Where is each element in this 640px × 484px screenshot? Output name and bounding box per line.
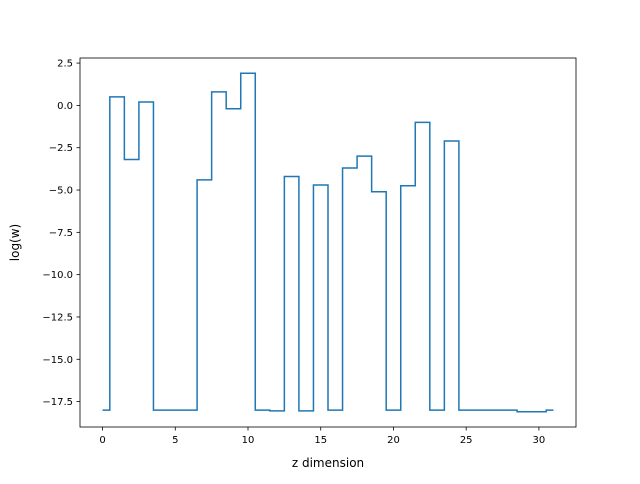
series-line — [102, 72, 554, 413]
x-tick-label: 0 — [99, 435, 105, 446]
plot-frame — [79, 57, 577, 428]
y-tick-label: 2.5 — [57, 59, 73, 70]
x-tick-label: 20 — [387, 435, 400, 446]
y-tick-label: −5.0 — [49, 186, 73, 197]
y-tick-label: −17.5 — [42, 397, 73, 408]
y-tick-label: −7.5 — [49, 228, 73, 239]
y-axis-label: log(w) — [8, 224, 22, 261]
x-tick-label: 5 — [172, 435, 178, 446]
series-group — [102, 72, 554, 413]
y-ticks: 2.5 0.0 −2.5 −5.0 −7.5 −10.0 −12.5 −15.0 −17.5 — [42, 59, 80, 408]
x-tick-label: 10 — [242, 435, 255, 446]
y-tick-label: −10.0 — [42, 270, 73, 281]
x-axis-label: z dimension — [292, 456, 364, 470]
y-tick-label: −15.0 — [42, 355, 73, 366]
x-tick-label: 30 — [533, 435, 546, 446]
y-tick-label: −12.5 — [42, 312, 73, 323]
x-tick-label: 25 — [460, 435, 473, 446]
y-tick-label: −2.5 — [49, 143, 73, 154]
x-tick-label: 15 — [314, 435, 327, 446]
x-ticks: 0 5 10 15 20 25 30 — [99, 427, 545, 446]
y-tick-label: 0.0 — [57, 101, 73, 112]
